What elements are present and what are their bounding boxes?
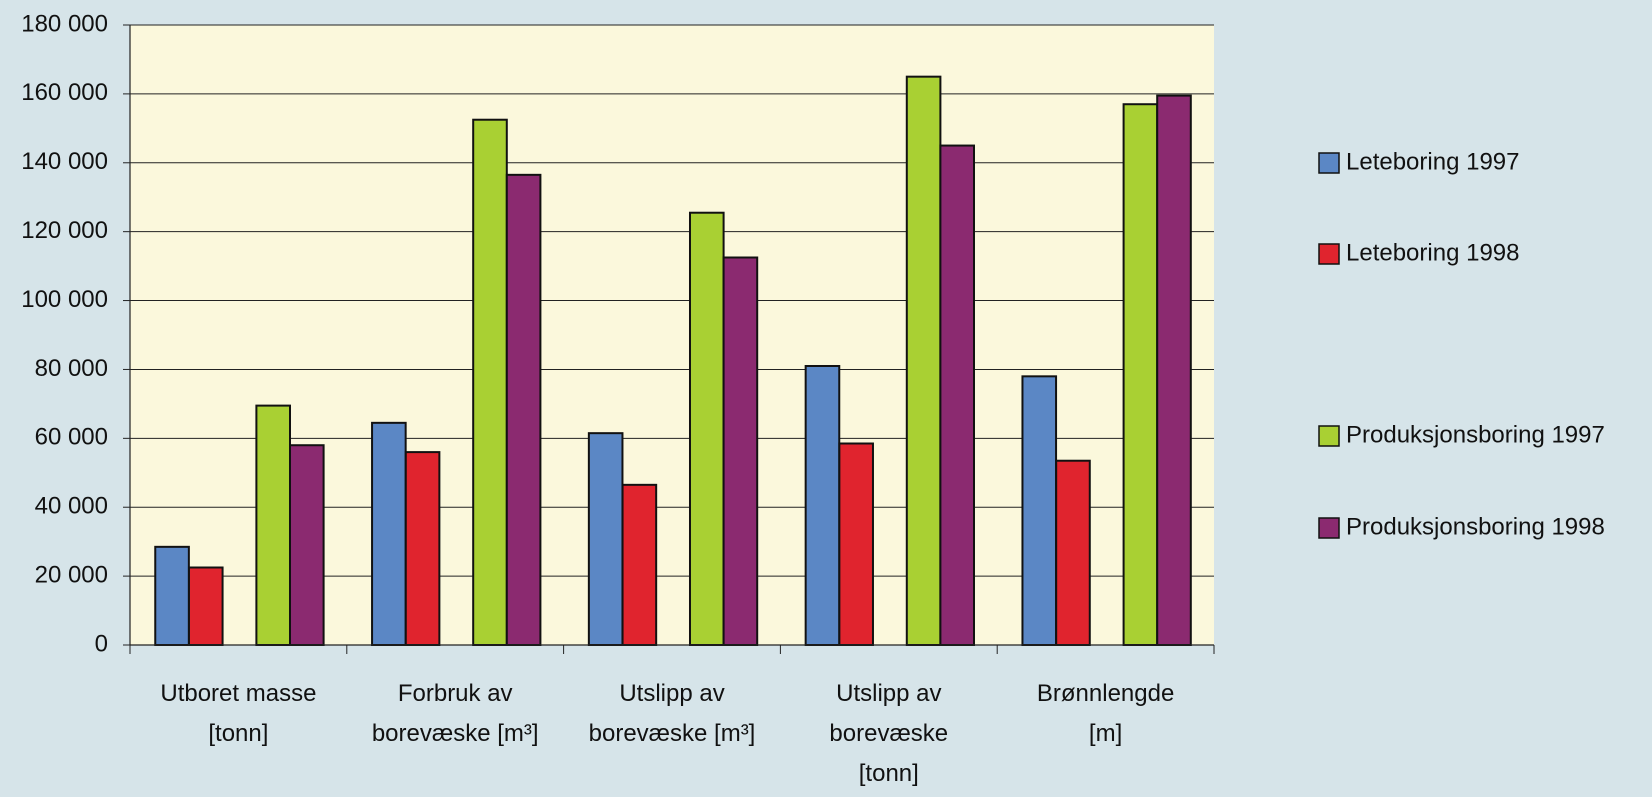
bar — [1156, 94, 1192, 647]
y-tick-label: 40 000 — [35, 493, 108, 520]
legend-label: Leteboring 1997 — [1346, 148, 1519, 175]
bar — [288, 444, 325, 646]
x-tick-label: Brønnlengde [m] — [1037, 680, 1174, 747]
bar — [905, 75, 942, 646]
bar — [621, 483, 658, 647]
y-tick-label: 60 000 — [35, 424, 108, 451]
y-tick-label: 80 000 — [35, 355, 108, 382]
bar — [688, 211, 725, 646]
bar — [505, 173, 542, 646]
bar — [1021, 375, 1058, 646]
y-tick-label: 0 — [95, 630, 108, 657]
y-tick-label: 140 000 — [21, 148, 108, 175]
bar — [187, 566, 224, 646]
bar — [804, 365, 841, 646]
bar — [587, 432, 624, 646]
y-tick-label: 120 000 — [21, 217, 108, 244]
bar — [472, 118, 508, 646]
bar — [838, 442, 874, 646]
x-tick-label: Utslipp av borevæske [tonn] — [829, 680, 948, 787]
x-tick-label: Forbruk av borevæske [m³] — [372, 680, 539, 747]
legend-swatch — [1318, 152, 1340, 174]
y-tick-label: 160 000 — [21, 79, 108, 106]
legend-label: Leteboring 1998 — [1346, 239, 1519, 266]
legend-label: Produksjonsboring 1998 — [1346, 513, 1605, 540]
bar — [939, 144, 976, 647]
legend-swatch — [1318, 243, 1340, 265]
x-tick-label: Utboret masse [tonn] — [160, 680, 316, 747]
bar — [404, 451, 441, 646]
bar — [154, 545, 190, 646]
legend-swatch — [1318, 425, 1340, 447]
bar — [371, 421, 407, 647]
bar — [255, 404, 291, 646]
bar — [722, 256, 759, 646]
legend-swatch — [1318, 517, 1340, 539]
legend-label: Produksjonsboring 1997 — [1346, 421, 1605, 448]
y-tick-label: 180 000 — [21, 10, 108, 37]
bar — [1055, 459, 1091, 646]
bar — [1122, 103, 1159, 646]
y-tick-label: 100 000 — [21, 286, 108, 313]
y-tick-label: 20 000 — [35, 561, 108, 588]
x-tick-label: Utslipp av borevæske [m³] — [589, 680, 756, 747]
